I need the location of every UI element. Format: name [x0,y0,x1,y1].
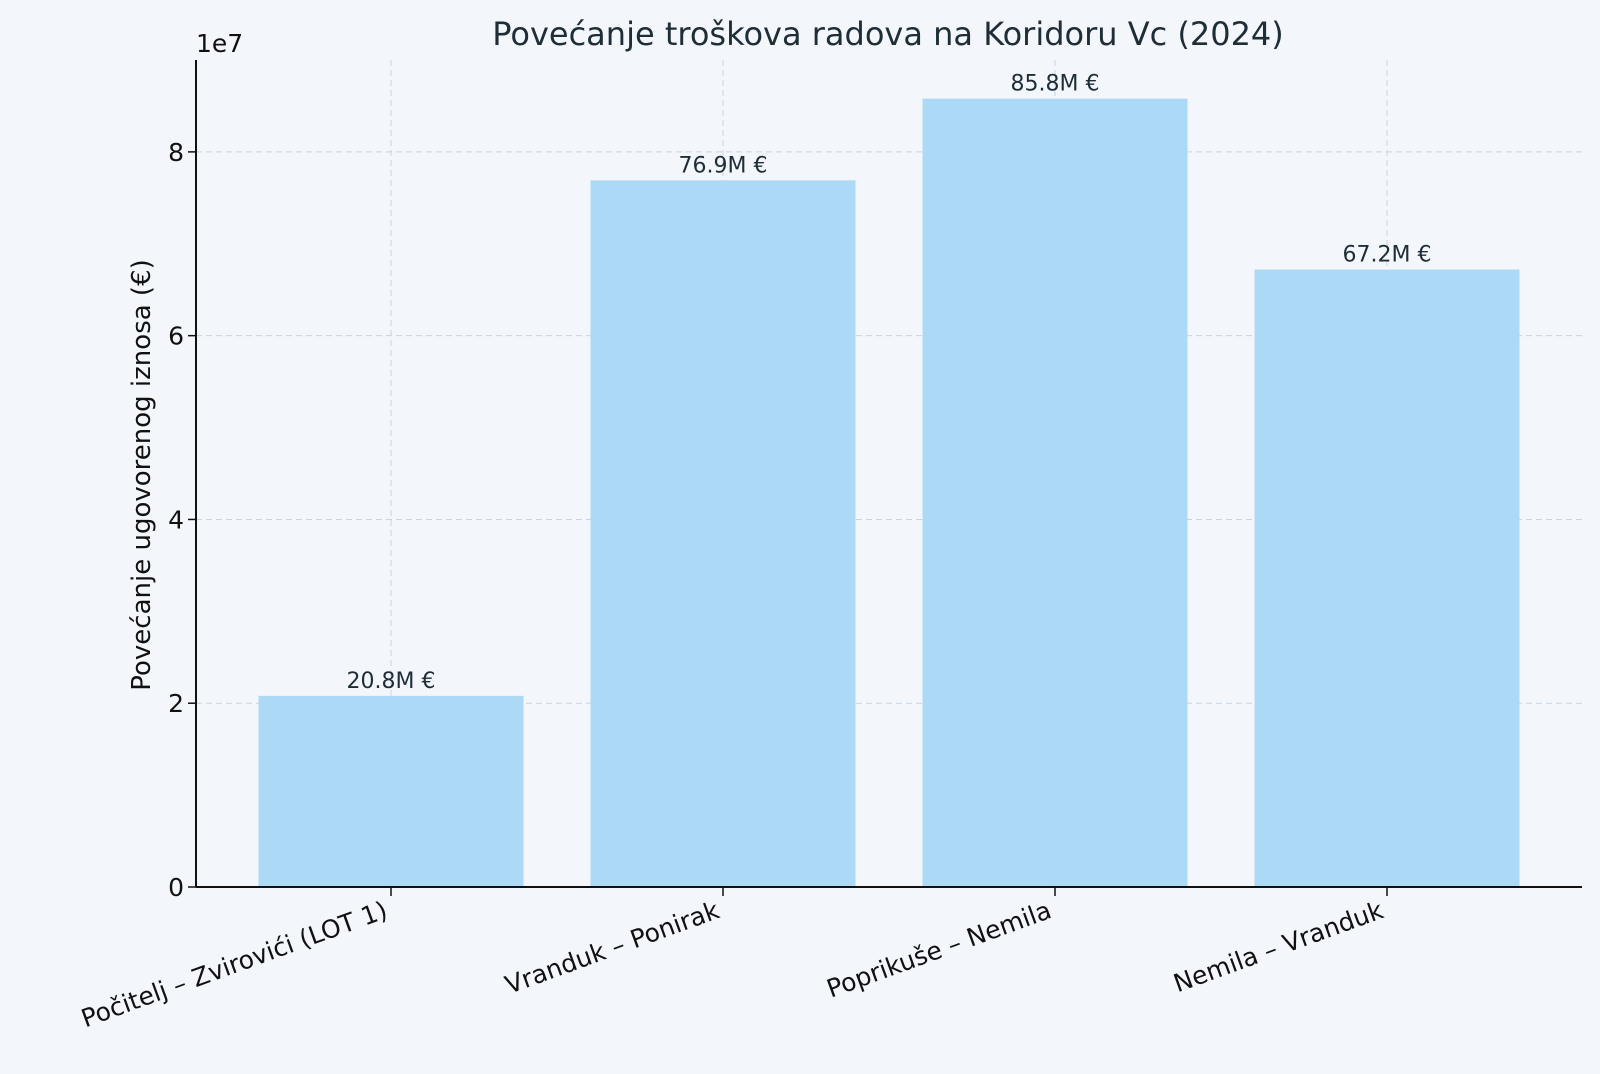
axes [195,60,1582,888]
bar [258,695,524,887]
bar [590,180,856,887]
bars [258,98,1520,888]
y-tick-label: 2 [168,689,184,718]
chart-title: Povećanje troškova radova na Koridoru Vc… [492,15,1284,53]
y-tick-label: 8 [168,138,184,167]
data-labels: 20.8M € 76.9M € 85.8M € 67.2M € [347,72,1432,694]
data-label: 76.9M € [679,153,768,178]
data-label: 67.2M € [1343,243,1432,268]
bar [1254,269,1520,887]
x-tick-label: Počitelj – Zvirovići (LOT 1) [77,895,391,1033]
x-tick-label: Poprikuše – Nemila [823,895,1055,1003]
y-tick-label: 0 [168,873,184,902]
x-tick-label: Nemila – Vranduk [1170,895,1388,998]
y-tick-label: 4 [168,505,184,534]
data-label: 85.8M € [1011,72,1100,97]
data-label: 20.8M € [347,669,436,694]
y-axis-label: Povećanje ugovorenog iznosa (€) [127,259,157,691]
x-tick-label: Vranduk – Ponirak [501,895,723,1000]
axis-exponent-label: 1e7 [196,29,243,58]
bar [922,98,1188,888]
y-tick-label: 6 [168,322,184,351]
